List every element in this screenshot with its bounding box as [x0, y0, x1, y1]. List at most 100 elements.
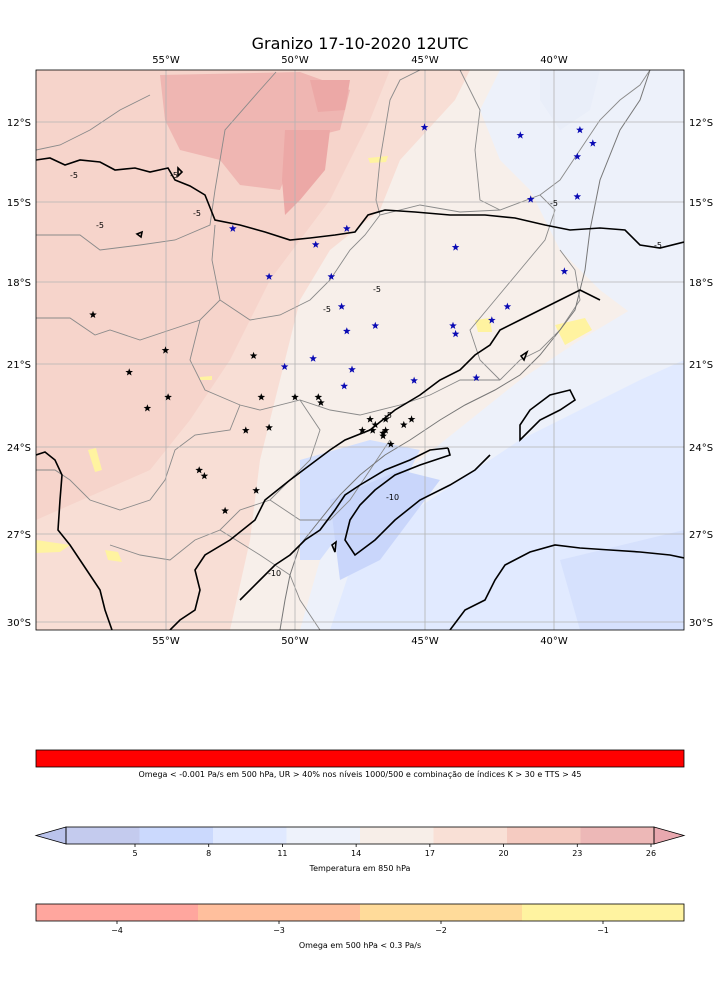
station-marker-blue: [343, 224, 351, 232]
station-marker-black: [381, 426, 390, 434]
colorbar-temperature-tick-label: 20: [498, 849, 509, 858]
station-marker-black: [200, 472, 209, 480]
colorbar-temperature-tick-label: 14: [351, 849, 362, 858]
station-marker-blue: [348, 365, 356, 373]
colorbar-temperature: [34, 826, 686, 847]
station-marker-black: [265, 423, 273, 431]
station-marker-black: [368, 426, 377, 434]
colorbar-temperature-segment: [360, 827, 434, 844]
contour-label: -5: [654, 241, 662, 250]
colorbar-temperature-tick-label: 5: [132, 849, 138, 858]
contour-label: -5: [70, 171, 78, 180]
contour-label: -10: [268, 569, 281, 578]
station-marker-black: [125, 368, 133, 376]
station-marker-blue: [472, 373, 481, 382]
contour-label: -5: [96, 221, 104, 230]
station-marker-blue: [573, 192, 582, 200]
colorbar-temperature-segment: [213, 827, 287, 844]
station-marker-black: [381, 415, 390, 423]
state-borders: [36, 70, 651, 630]
station-marker-black: [195, 466, 203, 474]
station-marker-blue: [573, 152, 582, 160]
station-marker-blue: [449, 321, 457, 329]
station-marker-blue: [327, 272, 336, 280]
station-marker-blue: [451, 329, 460, 338]
lat-tick-label: 24°S: [7, 443, 31, 454]
lat-tick-label: 27°S: [7, 530, 31, 541]
station-marker-blue: [265, 272, 273, 280]
lon-tick-label: 45°W: [411, 55, 439, 66]
station-marker-blue: [451, 243, 460, 251]
colorbar-temperature-tick-label: 23: [572, 849, 583, 858]
station-marker-black: [252, 486, 260, 494]
map-title: Granizo 17-10-2020 12UTC: [251, 34, 469, 53]
station-marker-black: [407, 415, 416, 423]
contour-label: -5: [550, 199, 558, 208]
lon-tick-label: 40°W: [540, 636, 568, 647]
lat-tick-label: 21°S: [7, 360, 31, 371]
colorbar-omega: [35, 903, 685, 924]
station-marker-black: [387, 440, 395, 448]
contour-label: -5: [373, 285, 381, 294]
colorbar-temperature-segment: [286, 827, 361, 844]
lat-tick-label: 21°S: [689, 360, 713, 371]
station-marker-black: [317, 398, 325, 406]
lon-tick-label: 45°W: [411, 636, 439, 647]
lat-tick-label: 24°S: [689, 443, 713, 454]
lat-tick-label: 18°S: [689, 278, 713, 289]
station-marker-black: [400, 420, 408, 429]
station-marker-blue: [343, 327, 351, 335]
station-marker-black: [143, 404, 152, 412]
station-marker-blue: [340, 382, 348, 390]
lat-tick-label: 15°S: [689, 198, 713, 209]
lat-tick-label: 30°S: [689, 618, 713, 629]
station-marker-blue: [311, 240, 320, 248]
colorbar-omega-segment: [360, 904, 523, 921]
station-marker-blue: [420, 123, 429, 131]
colorbar-omega-tick-label: −3: [273, 926, 285, 935]
colorbar-red-label: Omega < -0.001 Pa/s em 500 hPa, UR > 40%…: [138, 770, 582, 779]
station-marker-black: [257, 393, 266, 401]
colorbar-temperature-frame: [65, 826, 655, 845]
station-marker-black: [161, 346, 170, 354]
colorbar-omega-segment: [198, 904, 361, 921]
station-marker-blue: [410, 376, 418, 384]
colorbar-temperature-extend-high: [653, 826, 686, 845]
colorbar-omega-frame: [35, 903, 685, 922]
temperature-contours: [36, 157, 684, 630]
colorbar-omega-label: Omega em 500 hPa < 0.3 Pa/s: [298, 941, 422, 950]
station-markers: [89, 123, 597, 514]
lon-tick-label: 50°W: [281, 55, 309, 66]
colorbar-omega-tick-label: −2: [435, 926, 447, 935]
colorbar-temperature-extend-low: [34, 826, 67, 845]
colorbar-temperature-tick-label: 11: [277, 849, 288, 858]
lon-tick-label: 40°W: [540, 55, 568, 66]
colorbar-omega-segment: [522, 904, 685, 921]
station-marker-blue: [371, 321, 380, 329]
station-marker-black: [89, 310, 97, 318]
contour-label: -5: [193, 209, 201, 218]
colorbar-temperature-tick-label: 26: [645, 849, 657, 858]
station-marker-blue: [576, 126, 584, 134]
colorbar-temperature-tick-label: 8: [206, 849, 212, 858]
map-frame: [35, 69, 685, 631]
map-fill-layer: -5 -5 -5 -5 -5 -5 -5 -5 -10 -10 -5: [36, 70, 684, 630]
station-marker-black: [291, 393, 299, 401]
contour-label: -5: [170, 171, 178, 180]
lat-tick-label: 15°S: [7, 198, 31, 209]
colorbar-temperature-segment: [507, 827, 581, 844]
station-marker-blue: [229, 224, 237, 232]
station-marker-blue: [516, 131, 525, 139]
colorbar-red: [35, 749, 685, 768]
station-marker-black: [379, 431, 387, 440]
lat-tick-label: 30°S: [7, 618, 31, 629]
station-marker-blue: [488, 316, 496, 324]
colorbar-temperature-segment: [433, 827, 508, 844]
station-marker-black: [314, 393, 323, 401]
station-marker-black: [366, 415, 374, 423]
lat-tick-label: 18°S: [7, 278, 31, 289]
colorbar-temperature-segment: [580, 827, 655, 844]
station-marker-black: [221, 506, 229, 514]
station-marker-blue: [526, 195, 535, 203]
